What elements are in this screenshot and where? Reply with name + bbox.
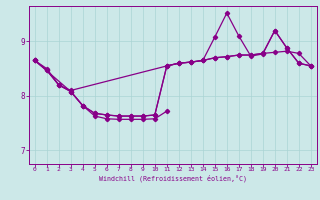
X-axis label: Windchill (Refroidissement éolien,°C): Windchill (Refroidissement éolien,°C) [99, 175, 247, 182]
